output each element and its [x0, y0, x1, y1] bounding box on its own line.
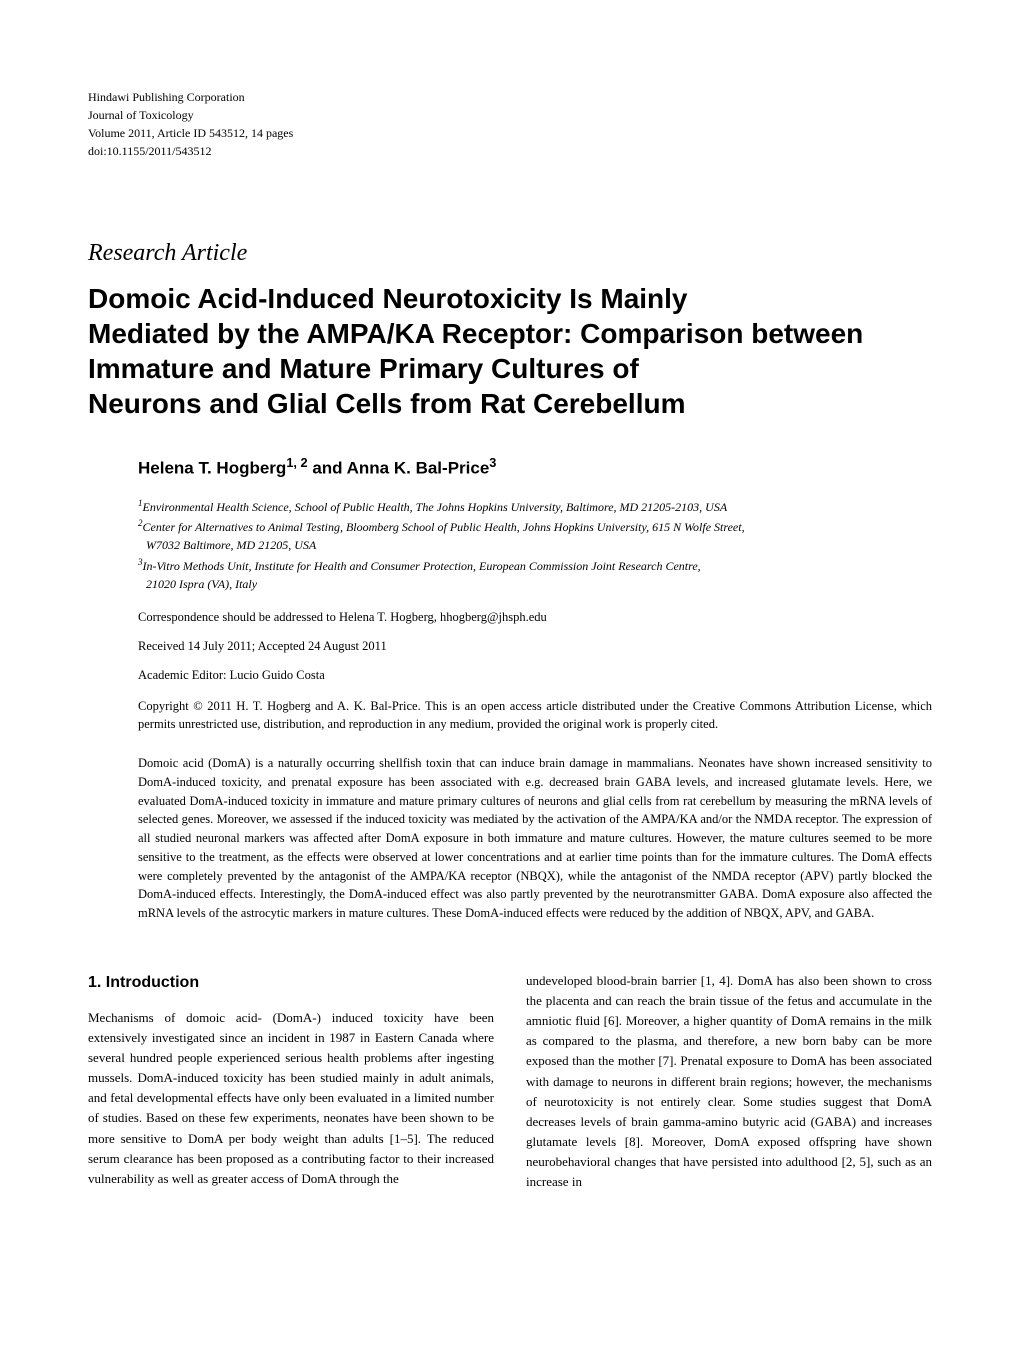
introduction-heading: 1. Introduction [88, 971, 494, 996]
author-2-sup: 3 [489, 455, 496, 470]
affiliation-text: 21020 Ispra (VA), Italy [146, 577, 257, 591]
received-dates: Received 14 July 2011; Accepted 24 Augus… [138, 639, 932, 654]
correspondence: Correspondence should be addressed to He… [138, 610, 932, 625]
column-left: 1. Introduction Mechanisms of domoic aci… [88, 971, 494, 1193]
column-right: undeveloped blood-brain barrier [1, 4]. … [526, 971, 932, 1193]
affiliation-3: 3In-Vitro Methods Unit, Institute for He… [138, 556, 932, 575]
author-conjunction: and Anna K. Bal-Price [308, 459, 490, 478]
copyright: Copyright © 2011 H. T. Hogberg and A. K.… [138, 697, 932, 735]
journal-name: Journal of Toxicology [88, 106, 932, 124]
article-title: Domoic Acid-Induced Neurotoxicity Is Mai… [88, 281, 932, 421]
affiliation-text: Environmental Health Science, School of … [143, 500, 728, 514]
author-1-name: Helena T. Hogberg [138, 459, 286, 478]
title-line-4: Neurons and Glial Cells from Rat Cerebel… [88, 388, 685, 419]
section-label: Research Article [88, 240, 932, 267]
affiliation-3-cont: 21020 Ispra (VA), Italy [138, 576, 932, 593]
title-line-2: Mediated by the AMPA/KA Receptor: Compar… [88, 318, 863, 349]
affiliation-text: W7032 Baltimore, MD 21205, USA [146, 538, 316, 552]
academic-editor: Academic Editor: Lucio Guido Costa [138, 668, 932, 683]
affiliation-text: Center for Alternatives to Animal Testin… [143, 520, 745, 534]
journal-info: Hindawi Publishing Corporation Journal o… [88, 88, 932, 160]
title-line-1: Domoic Acid-Induced Neurotoxicity Is Mai… [88, 283, 688, 314]
abstract: Domoic acid (DomA) is a naturally occurr… [138, 754, 932, 923]
intro-paragraph-right: undeveloped blood-brain barrier [1, 4]. … [526, 971, 932, 1193]
body-columns: 1. Introduction Mechanisms of domoic aci… [88, 971, 932, 1193]
intro-paragraph-left: Mechanisms of domoic acid- (DomA-) induc… [88, 1008, 494, 1189]
authors: Helena T. Hogberg1, 2 and Anna K. Bal-Pr… [138, 455, 932, 479]
affiliation-2: 2Center for Alternatives to Animal Testi… [138, 517, 932, 536]
affiliation-2-cont: W7032 Baltimore, MD 21205, USA [138, 537, 932, 554]
publisher-name: Hindawi Publishing Corporation [88, 88, 932, 106]
volume-info: Volume 2011, Article ID 543512, 14 pages [88, 124, 932, 142]
title-line-3: Immature and Mature Primary Cultures of [88, 353, 639, 384]
affiliation-1: 1Environmental Health Science, School of… [138, 497, 932, 516]
affiliation-text: In-Vitro Methods Unit, Institute for Hea… [143, 559, 701, 573]
author-1-sup: 1, 2 [286, 455, 307, 470]
doi: doi:10.1155/2011/543512 [88, 142, 932, 160]
affiliations: 1Environmental Health Science, School of… [138, 497, 932, 594]
